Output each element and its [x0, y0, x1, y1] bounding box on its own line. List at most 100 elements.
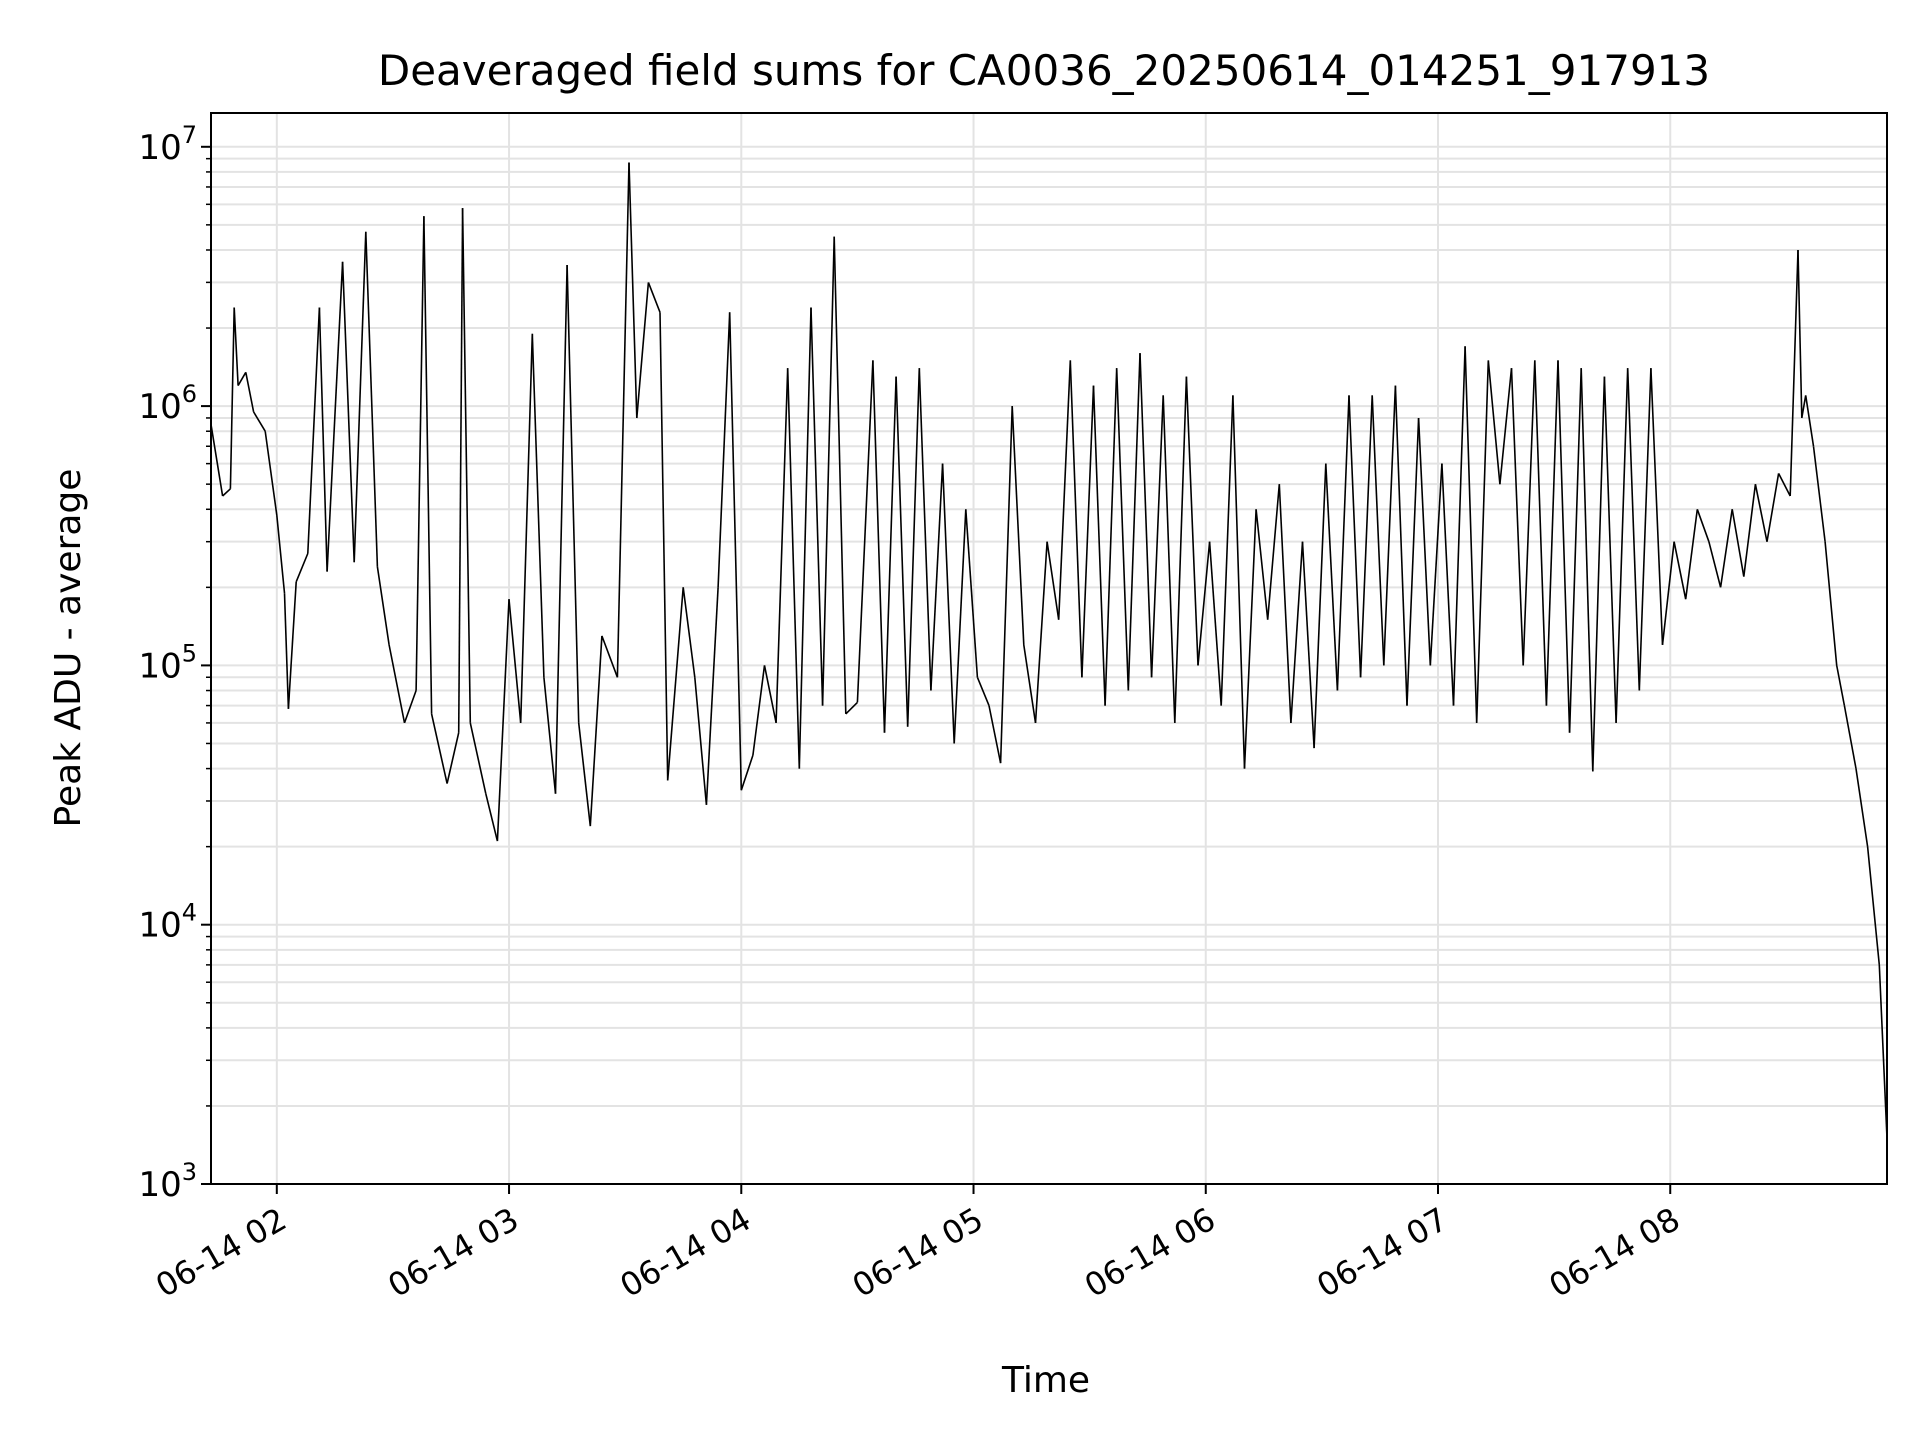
- series-segment: [307, 307, 321, 554]
- series-segment: [601, 635, 619, 678]
- series-segment: [1801, 395, 1807, 419]
- series-segment: [1626, 368, 1641, 691]
- series-segment: [1557, 360, 1571, 733]
- series-segment: [1325, 463, 1339, 691]
- series-segment: [1696, 509, 1710, 542]
- series-segment: [543, 677, 557, 794]
- series-segment: [430, 713, 448, 784]
- y-tick-label: 103: [138, 1158, 197, 1205]
- series-segment: [1545, 360, 1559, 706]
- series-segment: [1150, 395, 1164, 678]
- series-segment: [554, 264, 568, 794]
- series-segment: [1255, 509, 1269, 620]
- series-segment: [264, 431, 278, 516]
- series-segment: [326, 261, 344, 572]
- series-segment: [1804, 395, 1815, 447]
- series-segment: [740, 755, 754, 791]
- series-segment: [1406, 417, 1420, 706]
- series-segment: [1197, 541, 1211, 666]
- series-segment: [341, 261, 355, 563]
- series-segment: [457, 208, 464, 733]
- series-segment: [1371, 395, 1385, 666]
- series-segment: [845, 701, 858, 715]
- series-segment: [628, 162, 638, 419]
- series-segment: [1220, 395, 1234, 706]
- series-segment: [1208, 541, 1222, 706]
- series-segment: [895, 376, 909, 727]
- series-segment: [1475, 360, 1490, 723]
- series-segment: [1417, 417, 1432, 666]
- series-segment: [1855, 768, 1869, 847]
- series-segment: [1394, 385, 1408, 706]
- series-segment: [1023, 644, 1037, 724]
- series-segment: [388, 644, 406, 724]
- series-segment: [953, 509, 967, 744]
- y-tick-label: 106: [138, 380, 197, 427]
- series-segment: [666, 587, 684, 781]
- series-segment: [763, 665, 777, 724]
- series-segment: [403, 690, 417, 724]
- series-segment: [1843, 705, 1857, 769]
- series-layer: [210, 162, 1888, 1139]
- series-segment: [1313, 463, 1327, 749]
- series-segment: [1081, 385, 1095, 678]
- series-segment: [1487, 360, 1501, 485]
- series-segment: [1731, 509, 1745, 577]
- series-segment: [566, 264, 580, 723]
- series-segment: [659, 312, 669, 781]
- plot-frame: [210, 112, 1888, 1185]
- y-axis: 103 104 105 106 107: [138, 121, 211, 1205]
- series-segment: [930, 463, 944, 691]
- series-segment: [1290, 541, 1304, 723]
- series-segment: [1278, 484, 1292, 723]
- series-segment: [872, 360, 886, 733]
- series-segment: [906, 368, 921, 727]
- series-segment: [1174, 376, 1188, 723]
- series-segment: [1057, 360, 1072, 620]
- series-segment: [1638, 368, 1652, 691]
- series-segment: [1719, 509, 1733, 588]
- series-segment: [1301, 541, 1315, 749]
- series-segment: [1766, 473, 1780, 542]
- y-tick-label: 107: [138, 121, 197, 168]
- series-segment: [446, 732, 460, 784]
- series-segment: [810, 307, 824, 706]
- series-segment: [1789, 249, 1799, 497]
- series-segment: [965, 509, 979, 678]
- series-segment: [415, 216, 425, 691]
- series-segment: [1441, 463, 1455, 706]
- x-axis-label: Time: [1001, 1360, 1090, 1401]
- series-segment: [1603, 376, 1617, 723]
- series-segment: [1684, 509, 1699, 600]
- series-segment: [798, 307, 812, 769]
- series-segment: [233, 307, 239, 386]
- series-segment: [821, 236, 835, 706]
- series-segment: [1812, 446, 1826, 542]
- series-segment: [1162, 395, 1176, 723]
- series-segment: [1580, 368, 1594, 772]
- series-segment: [1650, 368, 1664, 645]
- series-segment: [423, 216, 433, 714]
- series-segment: [1568, 368, 1582, 733]
- series-segment: [705, 587, 719, 805]
- series-segment: [682, 587, 696, 678]
- series-segment: [1034, 541, 1048, 723]
- series-segment: [647, 282, 661, 313]
- series-segment: [1115, 368, 1130, 691]
- series-segment: [694, 677, 708, 805]
- series-segment: [941, 463, 955, 744]
- series-segment: [856, 360, 874, 703]
- series-segment: [1797, 249, 1803, 419]
- series-segment: [616, 162, 630, 678]
- series-segment: [276, 515, 286, 594]
- series-segment: [1754, 484, 1768, 542]
- series-segment: [717, 312, 731, 588]
- series-segment: [283, 593, 290, 709]
- series-segment: [496, 599, 510, 842]
- series-segment: [1464, 346, 1478, 723]
- series-segment: [353, 231, 367, 563]
- series-segment: [376, 566, 390, 646]
- series-segment: [1615, 368, 1629, 723]
